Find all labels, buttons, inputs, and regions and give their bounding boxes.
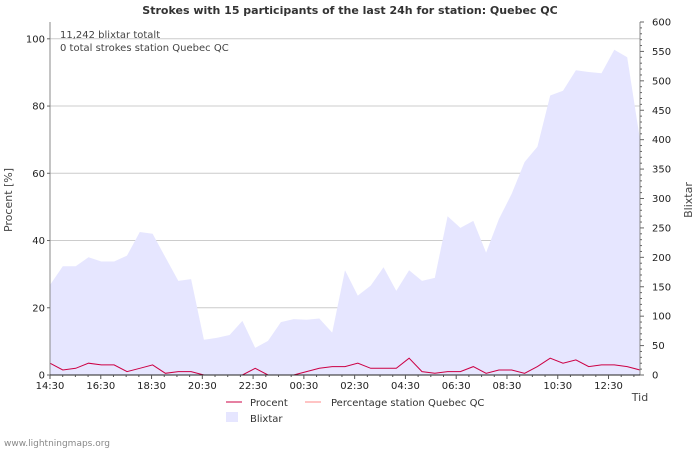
x-tick-label: 20:30 bbox=[188, 381, 217, 392]
y-tick-right-label: 50 bbox=[652, 341, 665, 352]
y-tick-left-label: 0 bbox=[39, 371, 45, 382]
x-tick-label: 14:30 bbox=[36, 381, 65, 392]
x-ticks: 14:30 16:30 18:30 20:30 22:30 00:30 02:30 04:30… bbox=[36, 375, 635, 392]
chart-title: Strokes with 15 participants of the last… bbox=[142, 4, 557, 17]
procent-line bbox=[49, 357, 641, 376]
y-tick-right-label: 100 bbox=[652, 312, 671, 323]
y-tick-right-label: 250 bbox=[652, 223, 671, 234]
x-axis-label: Tid bbox=[631, 391, 648, 404]
x-tick-label: 02:30 bbox=[340, 381, 369, 392]
x-tick-label: 00:30 bbox=[289, 381, 318, 392]
y-tick-right-label: 450 bbox=[652, 106, 671, 117]
y-tick-left-label: 80 bbox=[32, 102, 45, 113]
x-tick-label: 16:30 bbox=[86, 381, 115, 392]
x-tick-label: 06:30 bbox=[442, 381, 471, 392]
legend-label-station: Percentage station Quebec QC bbox=[331, 398, 484, 409]
y-tick-right-label: 500 bbox=[652, 76, 671, 87]
y-tick-right-label: 300 bbox=[652, 194, 671, 205]
y-ticks-right: 0 50 100 150 200 250 300 350 400 450 500 550 600 bbox=[640, 18, 671, 382]
x-tick-label: 12:30 bbox=[594, 381, 623, 392]
y-tick-right-label: 200 bbox=[652, 253, 671, 264]
y-tick-right-label: 600 bbox=[652, 18, 671, 29]
legend: Procent Percentage station Quebec QC Bli… bbox=[226, 398, 484, 425]
y-tick-left-label: 20 bbox=[32, 303, 45, 314]
x-tick-label: 22:30 bbox=[239, 381, 268, 392]
y-tick-left-label: 40 bbox=[32, 236, 45, 247]
y-axis-label-left: Procent [%] bbox=[2, 168, 15, 232]
y-tick-left-label: 100 bbox=[26, 34, 45, 45]
y-tick-right-label: 350 bbox=[652, 165, 671, 176]
legend-swatch-blixtar bbox=[226, 412, 238, 422]
y-tick-right-label: 0 bbox=[652, 371, 658, 382]
footer-credit: www.lightningmaps.org bbox=[4, 439, 110, 449]
legend-label-procent: Procent bbox=[250, 398, 288, 409]
y-tick-right-label: 400 bbox=[652, 135, 671, 146]
y-ticks-left: 0 20 40 60 80 100 bbox=[26, 34, 50, 382]
blixtar-area bbox=[50, 49, 640, 375]
x-tick-label: 04:30 bbox=[391, 381, 420, 392]
x-tick-label: 10:30 bbox=[543, 381, 572, 392]
x-tick-label: 18:30 bbox=[137, 381, 166, 392]
legend-label-blixtar: Blixtar bbox=[250, 414, 283, 425]
info-line-2: 0 total strokes station Quebec QC bbox=[60, 43, 229, 54]
info-line-1: 11,242 blixtar totalt bbox=[60, 30, 160, 41]
y-tick-right-label: 550 bbox=[652, 47, 671, 58]
y-axis-label-right: Blixtar bbox=[682, 182, 695, 218]
y-tick-right-label: 150 bbox=[652, 282, 671, 293]
x-tick-label: 08:30 bbox=[493, 381, 522, 392]
y-tick-left-label: 60 bbox=[32, 169, 45, 180]
